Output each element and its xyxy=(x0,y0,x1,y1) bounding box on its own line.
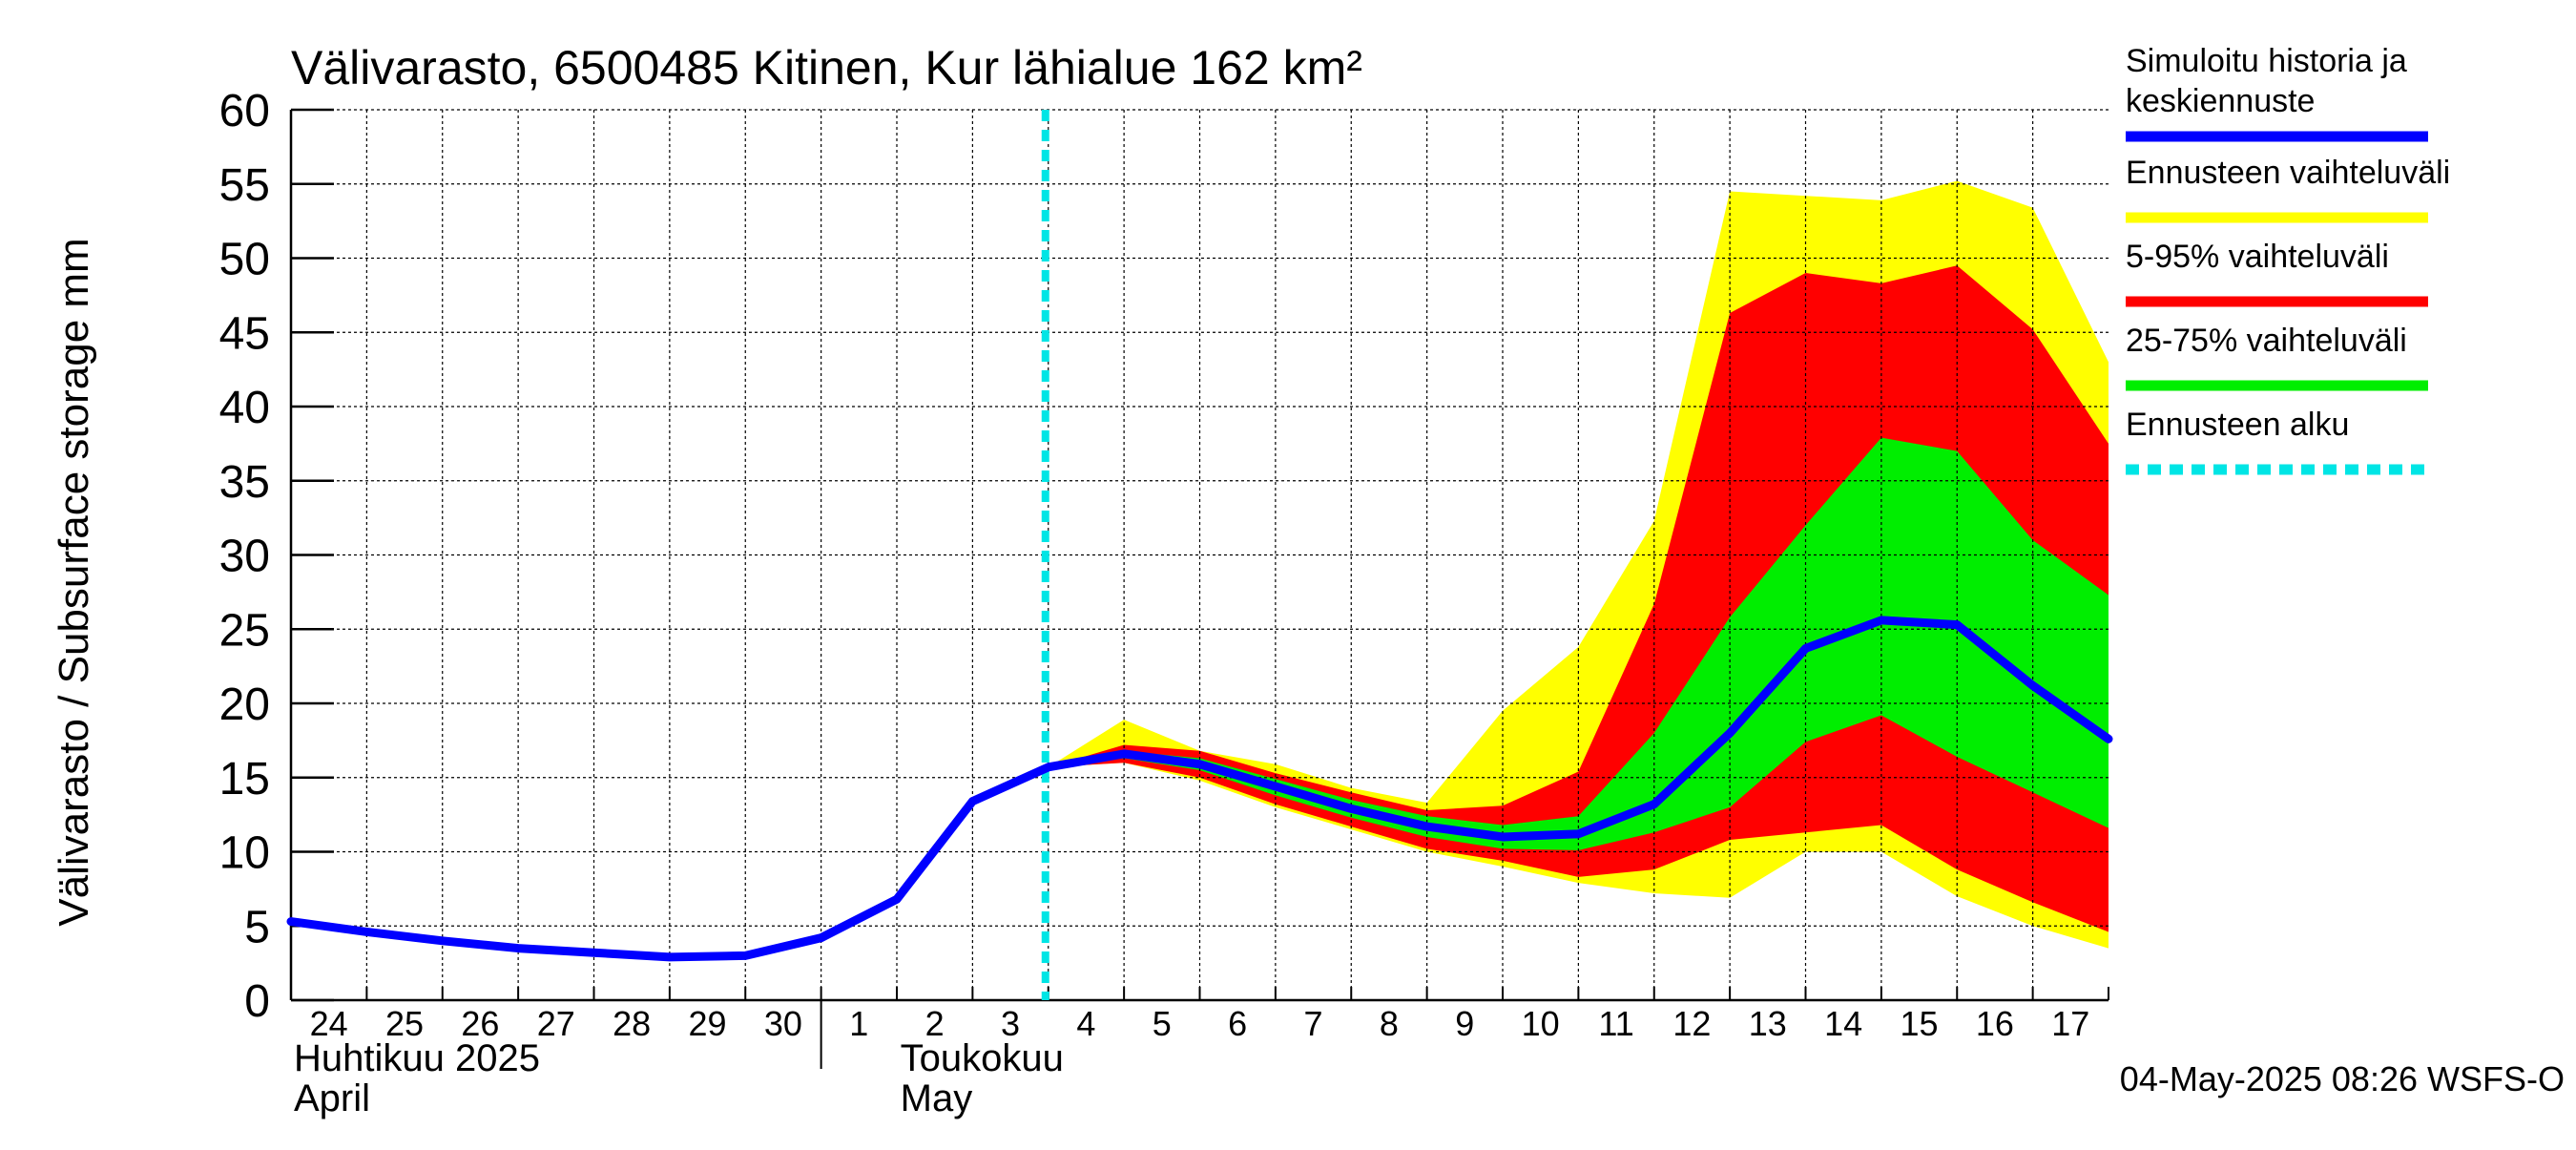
x-tick-label: 30 xyxy=(764,1004,802,1043)
y-tick-label: 25 xyxy=(219,605,270,656)
x-tick-label: 13 xyxy=(1749,1004,1787,1043)
y-tick-label: 40 xyxy=(219,383,270,433)
y-tick-label: 10 xyxy=(219,828,270,879)
y-axis-label: Välivarasto / Subsurface storage mm xyxy=(51,238,97,926)
x-tick-label: 10 xyxy=(1522,1004,1560,1043)
x-tick-label: 8 xyxy=(1380,1004,1399,1043)
x-tick-label: 1 xyxy=(849,1004,868,1043)
x-tick-label: 27 xyxy=(537,1004,575,1043)
x-tick-label: 6 xyxy=(1228,1004,1247,1043)
x-tick-label: 26 xyxy=(461,1004,499,1043)
x-tick-label: 29 xyxy=(689,1004,727,1043)
y-tick-label: 20 xyxy=(219,680,270,730)
x-tick-label: 15 xyxy=(1901,1004,1939,1043)
x-tick-label: 17 xyxy=(2051,1004,2089,1043)
legend-label: Simuloitu historia ja xyxy=(2126,43,2407,79)
y-tick-label: 35 xyxy=(219,457,270,508)
month-label: Toukokuu xyxy=(901,1037,1064,1079)
band-5-95 xyxy=(1048,265,2109,932)
x-tick-label: 12 xyxy=(1672,1004,1711,1043)
x-tick-label: 7 xyxy=(1304,1004,1323,1043)
legend-label: 5-95% vaihteluväli xyxy=(2126,239,2389,275)
band-25-75 xyxy=(1048,437,2109,850)
x-tick-label: 16 xyxy=(1976,1004,2014,1043)
y-tick-label: 0 xyxy=(244,976,270,1027)
y-tick-label: 15 xyxy=(219,754,270,805)
legend-label-2: keskiennuste xyxy=(2126,83,2315,119)
median-line xyxy=(286,616,2113,962)
legend-label: Ennusteen alku xyxy=(2126,407,2349,443)
month-label-en: April xyxy=(294,1077,370,1119)
legend-item-p5_95: 5-95% vaihteluväli xyxy=(2126,239,2428,307)
legend: Simuloitu historia ja keskiennuste Ennuste… xyxy=(2126,43,2450,475)
y-tick-label: 5 xyxy=(244,902,270,952)
legend-item-p25_75: 25-75% vaihteluväli xyxy=(2126,323,2428,391)
x-tick-label: 25 xyxy=(385,1004,424,1043)
month-label-en: May xyxy=(901,1077,973,1119)
chart-title: Välivarasto, 6500485 Kitinen, Kur lähial… xyxy=(291,41,1362,94)
legend-item-median: Simuloitu historia ja keskiennuste xyxy=(2126,43,2428,142)
legend-item-forecast_start: Ennusteen alku xyxy=(2126,407,2428,475)
series-lines xyxy=(286,110,2113,1000)
legend-label: 25-75% vaihteluväli xyxy=(2126,323,2407,359)
legend-item-range: Ennusteen vaihteluväli xyxy=(2126,155,2450,223)
forecast-bands xyxy=(1048,180,2109,949)
y-tick-label: 45 xyxy=(219,308,270,359)
y-tick-label: 60 xyxy=(219,86,270,136)
x-tick-label: 24 xyxy=(310,1004,348,1043)
x-tick-label: 4 xyxy=(1076,1004,1095,1043)
y-tick-label: 30 xyxy=(219,532,270,582)
y-tick-label: 55 xyxy=(219,160,270,211)
timestamp: 04-May-2025 08:26 WSFS-O xyxy=(2120,1059,2565,1098)
x-tick-label: 28 xyxy=(613,1004,651,1043)
x-tick-label: 14 xyxy=(1824,1004,1862,1043)
x-tick-label: 9 xyxy=(1455,1004,1474,1043)
legend-label: Ennusteen vaihteluväli xyxy=(2126,155,2450,191)
y-tick-label: 50 xyxy=(219,235,270,285)
x-tick-label: 11 xyxy=(1598,1004,1633,1043)
month-label: Huhtikuu 2025 xyxy=(294,1037,540,1079)
x-tick-label: 2 xyxy=(925,1004,945,1043)
x-tick-label: 3 xyxy=(1001,1004,1020,1043)
x-tick-label: 5 xyxy=(1153,1004,1172,1043)
